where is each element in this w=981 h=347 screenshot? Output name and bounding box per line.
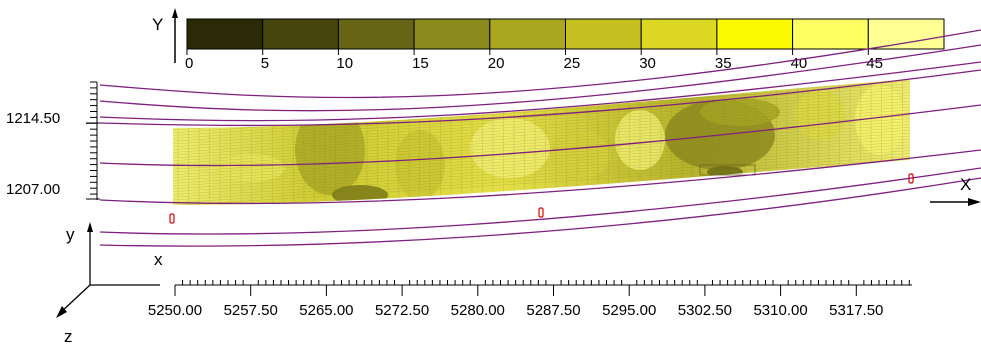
contour-line	[99, 167, 981, 235]
colorbar-tick-label: 45	[866, 55, 883, 72]
horizontal-scale-label: 5265.00	[299, 302, 353, 319]
horizontal-scale-label: 5257.50	[224, 302, 278, 319]
colorbar-segment	[792, 18, 869, 50]
colorbar-segment	[489, 18, 566, 50]
color-scale-legend: 0 5 10 15 20 25 30 35 40 45	[185, 18, 945, 72]
X-axis-label: X	[960, 175, 971, 194]
colorbar-tick-label: 20	[488, 55, 505, 72]
horizontal-scale-labels: 5250.00 5257.50 5265.00 5272.50 5280.00 5287.…	[148, 302, 884, 319]
surface-body	[173, 79, 910, 205]
contour-line	[99, 69, 981, 127]
horizontal-scale-label: 5287.50	[526, 302, 580, 319]
contour-line	[99, 149, 981, 205]
contour-line	[99, 29, 981, 99]
colorbar-segment	[413, 18, 491, 50]
horizontal-scale-label: 5317.50	[829, 302, 883, 319]
colorbar-segment	[186, 18, 264, 50]
horizontal-scale	[174, 280, 912, 296]
colorbar-segment	[867, 18, 945, 50]
vertical-label-top: 1214.50	[6, 110, 60, 127]
colorbar-tick-label: 5	[261, 55, 269, 72]
contour-lines	[99, 29, 981, 247]
horizontal-scale-label: 5310.00	[753, 302, 807, 319]
colorbar-segment	[716, 18, 794, 50]
contour-line	[99, 61, 981, 122]
coordinate-triad: y x z	[56, 222, 163, 346]
z-axis-label: z	[64, 327, 73, 346]
horizontal-scale-label: 5295.00	[602, 302, 656, 319]
x-axis-label: x	[154, 250, 163, 269]
markers	[169, 173, 914, 224]
contour-line	[99, 104, 981, 167]
marker[interactable]	[538, 207, 544, 218]
horizontal-scale-label: 5280.00	[451, 302, 505, 319]
vertical-label-bottom: 1207.00	[6, 181, 60, 198]
contour-line	[99, 177, 981, 247]
contour-line	[99, 44, 981, 112]
y-axis-label: y	[66, 225, 75, 244]
colorbar-segment	[565, 18, 642, 50]
colorbar-tick-label: 0	[185, 55, 193, 72]
horizontal-scale-label: 5272.50	[375, 302, 429, 319]
colorbar-segment	[640, 18, 718, 50]
horizontal-scale-label: 5250.00	[148, 302, 202, 319]
colorbar-tick-label: 35	[715, 55, 732, 72]
horizontal-scale-label: 5302.50	[678, 302, 732, 319]
vertical-scale	[86, 81, 100, 200]
colorbar-tick-label: 15	[412, 55, 429, 72]
Y-axis-indicator: Y	[152, 8, 178, 63]
Y-axis-label: Y	[152, 15, 163, 34]
marker[interactable]	[169, 213, 175, 224]
X-axis-indicator: X	[930, 175, 981, 206]
colorbar-tick-label: 25	[564, 55, 581, 72]
colorbar-segment	[262, 18, 339, 50]
colorbar-tick-label: 40	[791, 55, 808, 72]
marker[interactable]	[908, 173, 914, 184]
colorbar-tick-label: 10	[336, 55, 353, 72]
colorbar-tick-label: 30	[639, 55, 656, 72]
colorbar-segment	[337, 18, 415, 50]
